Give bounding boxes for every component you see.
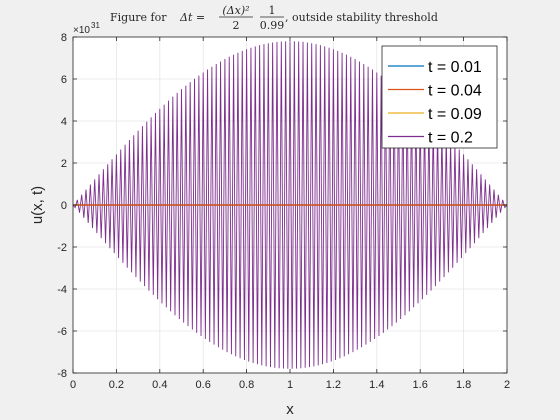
legend-label: t = 0.04 (428, 83, 482, 100)
series-line-4 (72, 41, 508, 369)
x-tick-label: 0.4 (152, 379, 167, 391)
y-exponent-base: ×10 (73, 25, 90, 36)
series-group (72, 41, 508, 369)
x-tick-label: 1.2 (326, 379, 341, 391)
y-tick-label: -6 (57, 326, 67, 338)
y-tick-label: 2 (61, 158, 67, 170)
x-tick-label: 0.8 (239, 379, 254, 391)
y-tick-label: -8 (57, 368, 67, 380)
title-frac1-num: (Δx)² (222, 4, 249, 17)
legend-box (381, 45, 498, 149)
x-tick-label: 0 (70, 379, 76, 391)
y-tick-label: 6 (61, 74, 67, 86)
x-tick-label: 1.8 (456, 379, 471, 391)
x-tick-label: 1.4 (369, 379, 384, 391)
x-tick-label: 0.2 (109, 379, 124, 391)
x-axis-label: x (286, 401, 294, 418)
x-tick-label: 0.6 (196, 379, 211, 391)
y-axis-label: u(x, t) (29, 186, 46, 224)
legend: t = 0.01 t = 0.04 t = 0.09 t = 0.2 (381, 45, 498, 149)
legend-label: t = 0.09 (428, 106, 482, 123)
tick-group: 0 0.2 0.4 0.6 0.8 1 1.2 1.4 1.6 1.8 2 -8 -6 -4 -2 0 2 4 6 8 (57, 32, 510, 391)
y-tick-label: -4 (57, 284, 67, 296)
y-exponent-power: 31 (91, 21, 100, 30)
title-prefix: Figure for (110, 11, 167, 24)
y-tick-label: 0 (61, 200, 67, 212)
legend-label: t = 0.01 (428, 59, 482, 76)
chart-title: Figure for Δt = (Δx)² 2 1 0.99 , outside… (110, 4, 438, 32)
title-frac1-den: 2 (233, 19, 240, 32)
title-suffix: , outside stability threshold (285, 11, 438, 24)
y-tick-label: 8 (61, 32, 67, 44)
legend-label: t = 0.2 (428, 130, 473, 147)
y-tick-label: -2 (57, 242, 67, 254)
title-frac2-num: 1 (269, 4, 276, 17)
x-tick-label: 1 (287, 379, 293, 391)
title-math-lhs: Δt = (179, 11, 205, 24)
x-tick-label: 1.6 (413, 379, 428, 391)
y-tick-label: 4 (61, 116, 67, 128)
title-frac2-den: 0.99 (260, 19, 285, 32)
x-tick-label: 2 (504, 379, 510, 391)
